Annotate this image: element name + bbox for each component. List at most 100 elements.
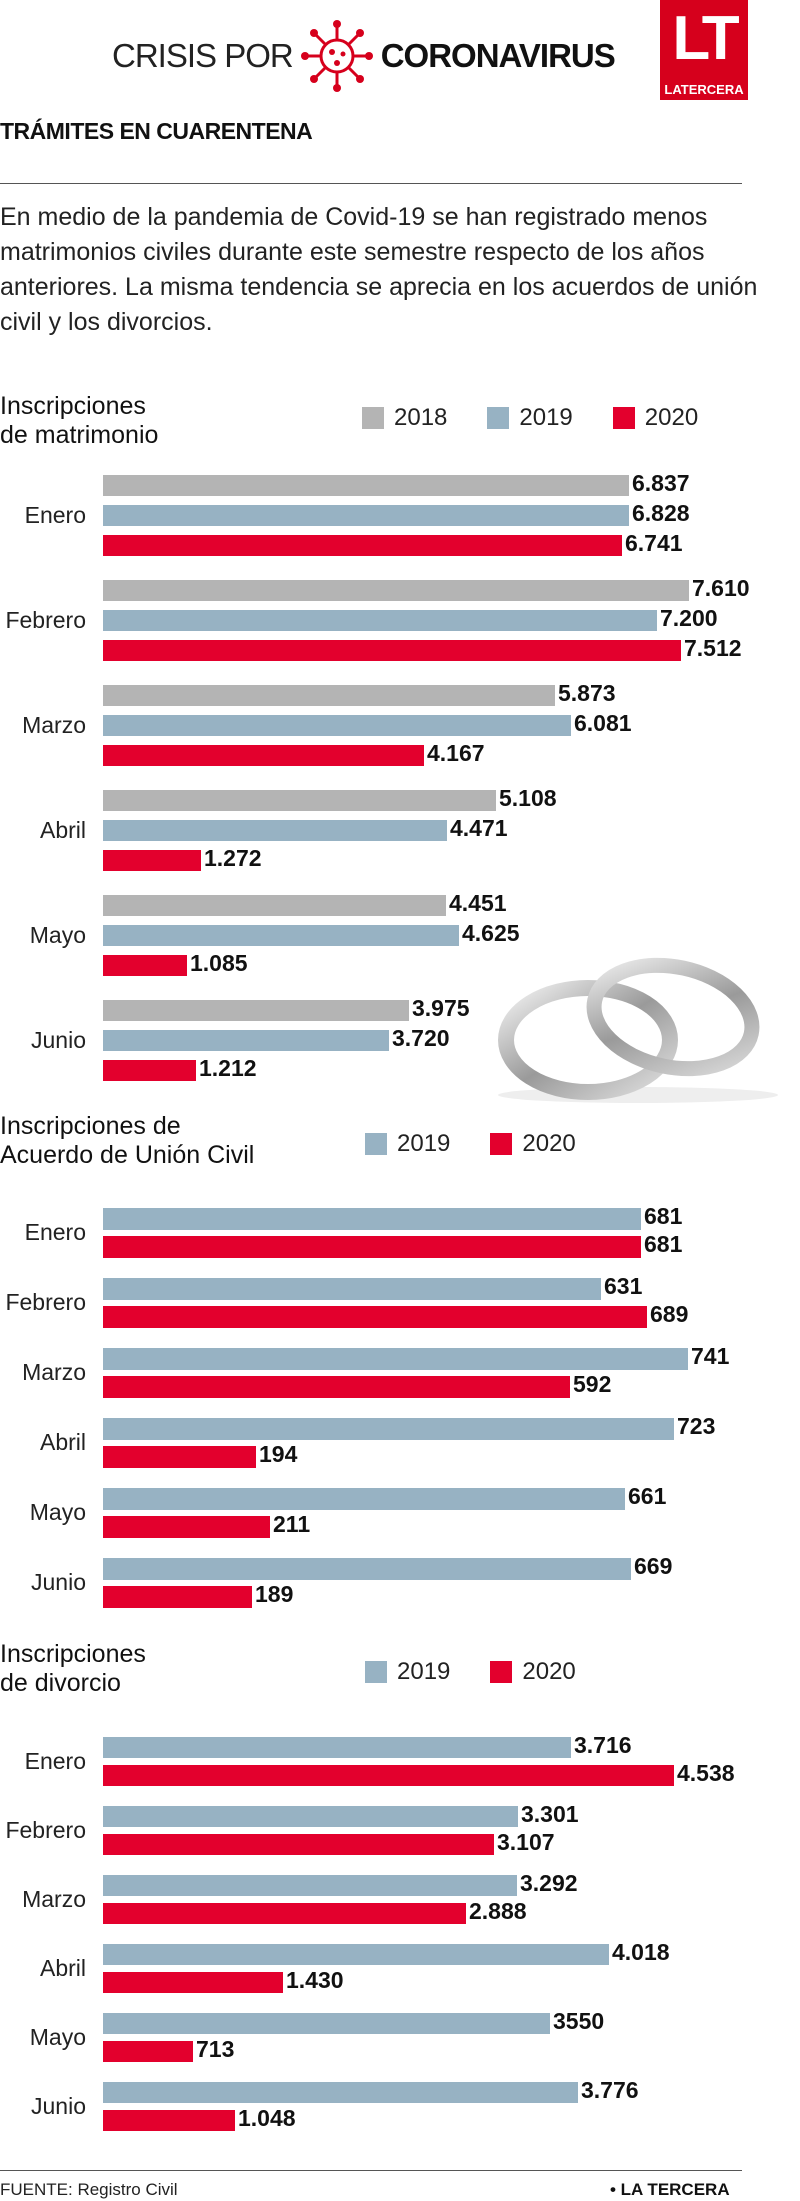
wedding-rings-icon (498, 957, 778, 1103)
bar-value-label: 2.888 (469, 1898, 527, 1924)
logo-letters: LT (672, 4, 739, 73)
bar-value-label: 4.167 (427, 740, 485, 766)
logo-name: LATERCERA (664, 82, 744, 97)
chart-title-line: Inscripciones (0, 1640, 146, 1668)
bar-2019 (103, 1558, 631, 1580)
bar-2020 (103, 1376, 570, 1398)
category-label: Mayo (29, 2023, 86, 2050)
bar-2020 (103, 1306, 647, 1328)
bar-value-label: 661 (628, 1483, 667, 1509)
bar-value-label: 3550 (553, 2008, 605, 2034)
bar-value-label: 669 (634, 1553, 673, 1579)
bar-2020 (103, 2041, 193, 2062)
bar-value-label: 3.716 (574, 1732, 632, 1758)
category-label: Enero (24, 1747, 86, 1774)
bar-value-label: 194 (259, 1441, 298, 1467)
bar-2020 (103, 1834, 494, 1855)
bar-value-label: 741 (691, 1343, 730, 1369)
bar-value-label: 1.430 (286, 1967, 344, 1993)
divider-top (0, 183, 742, 184)
bar-value-label: 7.610 (692, 575, 750, 601)
legend-swatch-2020 (490, 1133, 513, 1155)
legend-swatch-2018 (362, 407, 384, 429)
bar-2019 (103, 505, 629, 526)
bar-value-label: 3.292 (520, 1870, 578, 1896)
divider-bottom (0, 2170, 742, 2171)
category-label: Marzo (22, 711, 86, 738)
bar-2019 (103, 1737, 571, 1758)
bar-value-label: 1.085 (190, 950, 248, 976)
chart-title-line: Inscripciones de (0, 1112, 181, 1140)
legend-label-2020: 2020 (644, 404, 699, 431)
category-label: Junio (31, 1569, 86, 1595)
chart-title-line: Inscripciones (0, 392, 146, 420)
legend-swatch-2020 (612, 407, 635, 429)
legend-swatch-2020 (490, 1661, 513, 1683)
bar-2020 (103, 1765, 674, 1786)
bar-2020 (103, 1972, 283, 1993)
bar-2018 (103, 580, 689, 601)
bar-2020 (103, 640, 681, 661)
bar-2019 (103, 1418, 674, 1440)
bar-value-label: 631 (604, 1273, 643, 1299)
bar-2019 (103, 2082, 578, 2103)
bar-2020 (103, 1903, 466, 1924)
legend-divorcio: 2019 2020 (365, 1658, 576, 1686)
legend-matrimonio: 2018 2019 2020 (362, 404, 698, 432)
bar-value-label: 6.081 (574, 710, 632, 736)
legend-label-2019: 2019 (397, 1130, 451, 1157)
bar-2019 (103, 1806, 518, 1827)
bar-value-label: 211 (273, 1511, 311, 1537)
chart-title-divorcio: Inscripciones de divorcio (0, 1640, 146, 1698)
bar-value-label: 681 (644, 1231, 683, 1257)
virus-icon (300, 20, 373, 92)
category-label: Junio (31, 2092, 86, 2119)
legend-label-2020: 2020 (522, 1658, 576, 1685)
legend-swatch-2019 (365, 1661, 387, 1683)
bar-value-label: 3.720 (392, 1025, 450, 1051)
bar-2019 (103, 1944, 609, 1965)
legend-label-2019: 2019 (397, 1658, 451, 1685)
bar-value-label: 5.873 (558, 680, 616, 706)
bar-value-label: 4.625 (462, 920, 520, 946)
header-title: CRISIS POR CORONAVIRUS (112, 20, 616, 92)
bar-2020 (103, 1586, 252, 1608)
bar-value-label: 592 (573, 1371, 612, 1397)
category-label: Abril (39, 1954, 86, 1981)
legend-label-2018: 2018 (394, 404, 448, 431)
bar-2020 (103, 745, 424, 766)
bar-2018 (103, 790, 496, 811)
kicker-heading: TRÁMITES EN CUARENTENA (0, 118, 313, 144)
footer-brand: • LA TERCERA (610, 2180, 730, 2199)
bar-2020 (103, 1446, 256, 1468)
header-title-part2: CORONAVIRUS (380, 37, 616, 74)
bar-value-label: 4.451 (449, 890, 507, 916)
category-label: Febrero (5, 606, 86, 633)
bar-value-label: 1.212 (199, 1055, 257, 1081)
intro-text: En medio de la pandemia de Covid-19 se h… (0, 203, 758, 336)
bar-2020 (103, 2110, 235, 2131)
bar-2019 (103, 715, 571, 736)
header-title-part1: CRISIS POR (112, 37, 294, 74)
chart-title-line: de matrimonio (0, 421, 159, 449)
chart-title-matrimonio: Inscripciones de matrimonio (0, 392, 158, 450)
category-label: Marzo (22, 1359, 86, 1385)
bar-2019 (103, 1030, 389, 1051)
bar-value-label: 1.272 (204, 845, 262, 871)
bar-value-label: 189 (255, 1581, 294, 1607)
chart-title-auc: Inscripciones de Acuerdo de Unión Civil (0, 1112, 254, 1170)
bar-2019 (103, 2013, 550, 2034)
category-label: Mayo (29, 1499, 86, 1525)
chart-title-line: de divorcio (0, 1669, 121, 1697)
footer-source: FUENTE: Registro Civil (0, 2180, 178, 2199)
bar-value-label: 689 (650, 1301, 689, 1327)
bar-2020 (103, 535, 622, 556)
category-label: Junio (31, 1026, 86, 1053)
bar-2019 (103, 820, 447, 841)
bar-value-label: 6.837 (632, 470, 690, 496)
legend-label-2019: 2019 (519, 404, 573, 431)
bar-2019 (103, 1348, 688, 1370)
bar-2019 (103, 610, 657, 631)
bar-value-label: 7.200 (660, 605, 718, 631)
bar-value-label: 723 (677, 1413, 716, 1439)
